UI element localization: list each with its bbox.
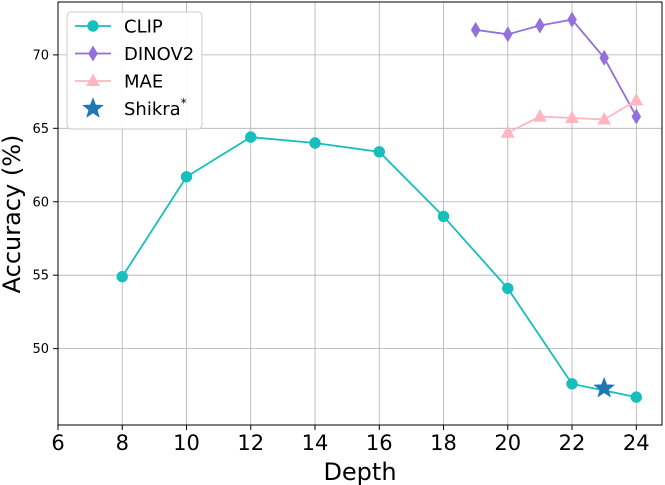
legend-box xyxy=(66,11,203,130)
legend-item-dinov2: DINOV2 xyxy=(75,44,194,65)
clip-point xyxy=(116,270,128,283)
x-axis-label: Depth xyxy=(323,458,396,485)
legend-label: Shikra* xyxy=(124,96,187,120)
dinov2-point xyxy=(631,108,642,125)
y-tick-label: 70 xyxy=(32,48,49,63)
legend-marker xyxy=(82,97,104,118)
legend-label: DINOV2 xyxy=(124,44,194,65)
legend-marker xyxy=(86,73,100,86)
dinov2-point xyxy=(470,21,481,38)
legend-items: CLIP DINOV2 MAE Shikra* xyxy=(75,17,194,120)
y-tick-label: 65 xyxy=(32,122,49,137)
series-mae xyxy=(500,92,644,138)
shikra-point xyxy=(593,376,616,398)
y-tick-label: 60 xyxy=(32,195,49,210)
dinov2-point xyxy=(503,26,513,43)
x-tick-label: 20 xyxy=(494,431,521,455)
legend-item-mae: MAE xyxy=(75,72,163,93)
x-tick-label: 8 xyxy=(116,431,129,455)
clip-point xyxy=(245,131,257,143)
mae-point xyxy=(533,109,547,122)
legend-label-superscript: * xyxy=(181,96,187,110)
plot-border xyxy=(57,1,663,426)
mae-point xyxy=(597,111,612,125)
series-clip xyxy=(116,131,642,403)
series-shikra xyxy=(593,376,616,398)
x-tick-label: 12 xyxy=(237,431,264,455)
x-tick-label: 6 xyxy=(51,431,64,455)
clip-point xyxy=(373,146,385,158)
clip-point xyxy=(502,282,514,295)
x-tick-label: 10 xyxy=(173,431,200,455)
legend-label: CLIP xyxy=(124,17,163,38)
series-dinov2 xyxy=(470,11,642,125)
x-tick-label: 18 xyxy=(430,431,457,455)
x-tick-label: 24 xyxy=(623,431,650,455)
ticks-layer: 6 8 10 12 14 16 18 20 22 24 50 55 60 65 70 xyxy=(32,48,649,455)
legend-marker xyxy=(87,20,99,32)
y-tick-label: 50 xyxy=(32,342,49,357)
dinov2-point xyxy=(567,11,577,28)
legend-item-shikra: Shikra* xyxy=(82,96,187,120)
series-layer xyxy=(116,11,644,403)
dinov2-line xyxy=(475,18,638,117)
x-tick-label: 22 xyxy=(559,431,586,455)
dinov2-point xyxy=(535,17,545,34)
y-axis-label: Accuracy (%) xyxy=(0,135,26,294)
legend: CLIP DINOV2 MAE Shikra* xyxy=(66,11,203,130)
clip-point xyxy=(437,210,450,223)
legend-label: MAE xyxy=(124,72,163,93)
legend-item-clip: CLIP xyxy=(75,17,163,38)
mae-point xyxy=(629,92,644,106)
clip-point xyxy=(180,171,193,183)
dinov2-point xyxy=(599,49,609,66)
clip-point xyxy=(566,378,578,390)
mae-point xyxy=(565,110,579,124)
y-tick-label: 55 xyxy=(32,269,49,284)
mae-point xyxy=(500,125,515,138)
legend-marker xyxy=(88,45,98,62)
x-tick-label: 16 xyxy=(366,431,393,455)
clip-point xyxy=(309,137,321,149)
x-tick-label: 14 xyxy=(302,431,329,455)
clip-point xyxy=(630,391,642,403)
